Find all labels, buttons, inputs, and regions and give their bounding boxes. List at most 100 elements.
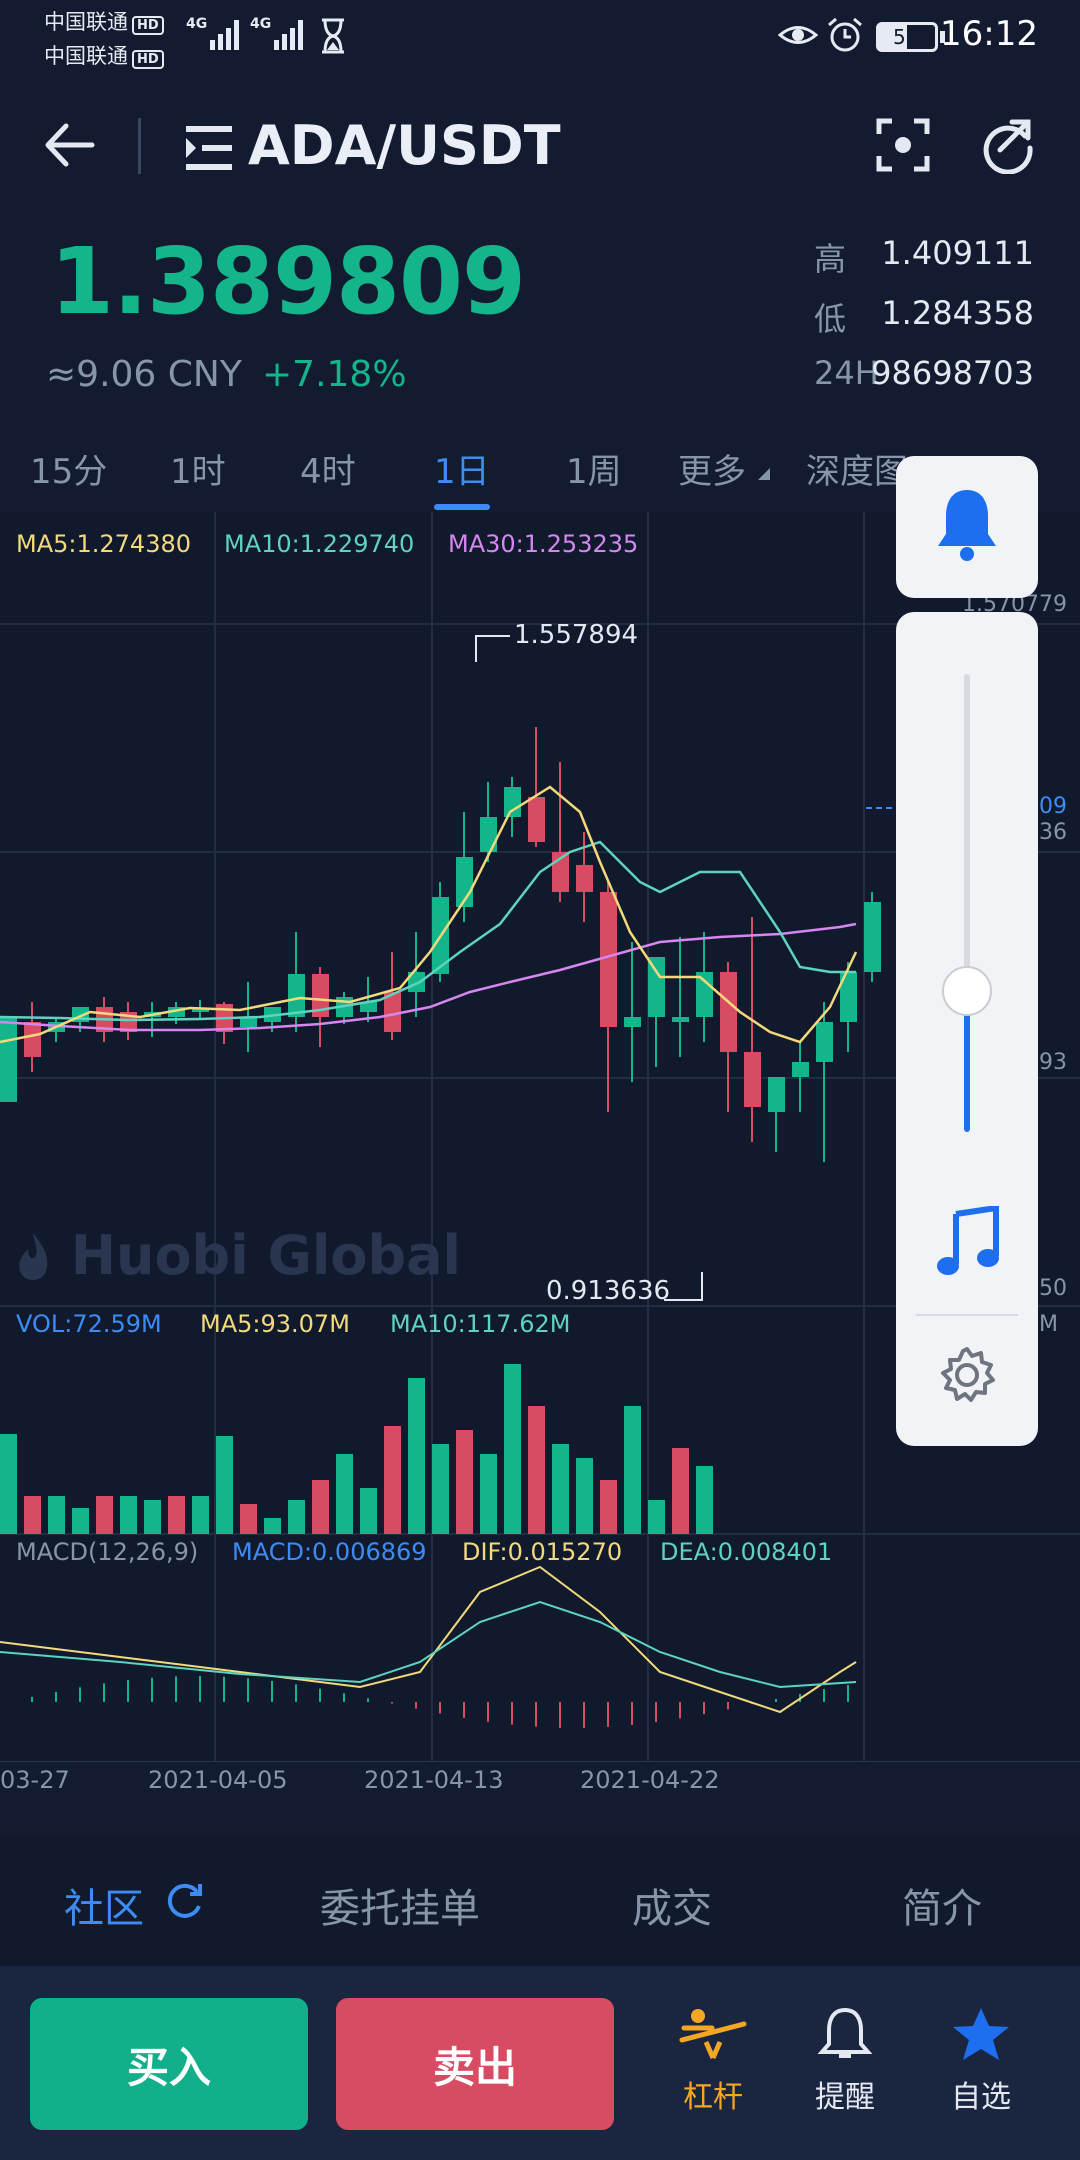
macd-dif-line bbox=[0, 1565, 857, 1714]
tab-intro[interactable]: 简介 bbox=[902, 1886, 982, 1932]
volume-bar bbox=[648, 1500, 665, 1534]
volume-bar bbox=[240, 1504, 257, 1534]
date-label: 2021-04-13 bbox=[364, 1766, 504, 1794]
volume-bar bbox=[216, 1436, 233, 1534]
legend-macd-label: MACD(12,26,9) bbox=[16, 1538, 199, 1566]
vol-value: 98698703 bbox=[871, 354, 1034, 392]
candle-body bbox=[0, 1017, 17, 1102]
buy-button[interactable]: 买入 bbox=[30, 1998, 308, 2130]
volume-bar bbox=[288, 1500, 305, 1534]
volume-track[interactable] bbox=[964, 674, 970, 1002]
macd-dea-line bbox=[0, 1600, 857, 1689]
low-value: 1.284358 bbox=[881, 294, 1034, 332]
legend-ma10: MA10:1.229740 bbox=[224, 530, 415, 558]
alert-label: 提醒 bbox=[815, 2080, 875, 2115]
volume-bar bbox=[600, 1480, 617, 1534]
volume-bar bbox=[24, 1496, 41, 1534]
star-icon bbox=[953, 2008, 1009, 2060]
legend-dea: DEA:0.008401 bbox=[660, 1538, 833, 1566]
tab-community[interactable]: 社区 bbox=[64, 1886, 144, 1932]
gear-icon[interactable] bbox=[938, 1346, 996, 1404]
date-label: 03-27 bbox=[0, 1766, 70, 1794]
high-label: 高 bbox=[814, 240, 847, 278]
header-divider bbox=[138, 118, 141, 174]
bottom-tabs: 社区 委托挂单 成交 简介 bbox=[0, 1836, 1080, 1966]
high-marker-line bbox=[475, 635, 510, 662]
tab-15m[interactable]: 15分 bbox=[30, 452, 108, 492]
volume-bar bbox=[576, 1458, 593, 1534]
screenshot-icon[interactable] bbox=[876, 118, 930, 172]
tab-1h[interactable]: 1时 bbox=[170, 452, 226, 492]
price-cny: ≈9.06 CNY bbox=[46, 354, 242, 395]
leverage-button[interactable]: 杠杆 bbox=[658, 2006, 768, 2116]
pair-title[interactable]: ADA/USDT bbox=[248, 114, 561, 177]
candle-body bbox=[648, 957, 665, 1017]
legend-vol: VOL:72.59M bbox=[16, 1310, 162, 1338]
share-icon[interactable] bbox=[978, 116, 1036, 174]
tab-1w[interactable]: 1周 bbox=[566, 452, 622, 492]
action-bar: 买入 卖出 杠杆 提醒 自选 bbox=[0, 1966, 1080, 2160]
carrier-2: 中国联通 HD bbox=[44, 40, 164, 70]
tab-orders[interactable]: 委托挂单 bbox=[320, 1886, 480, 1932]
low-label: 低 bbox=[814, 300, 847, 338]
menu-list-icon[interactable] bbox=[184, 124, 234, 172]
candle-body bbox=[576, 865, 593, 892]
volume-bar bbox=[480, 1454, 497, 1534]
volume-bar bbox=[72, 1508, 89, 1534]
sell-button[interactable]: 卖出 bbox=[336, 1998, 614, 2130]
notification-panel[interactable] bbox=[896, 456, 1038, 598]
candle-body bbox=[168, 1007, 185, 1017]
clock: 16:12 bbox=[940, 14, 1038, 54]
volume-bar bbox=[96, 1496, 113, 1534]
music-note-icon[interactable] bbox=[934, 1206, 1000, 1278]
tab-1d[interactable]: 1日 bbox=[434, 452, 490, 492]
volume-fill bbox=[964, 1002, 970, 1132]
huobi-flame-icon bbox=[19, 1233, 48, 1281]
candle-body bbox=[408, 972, 425, 992]
volume-bar bbox=[168, 1496, 185, 1534]
battery-tip bbox=[940, 31, 945, 43]
candle-body bbox=[720, 972, 737, 1052]
refresh-icon[interactable] bbox=[164, 1880, 204, 1920]
volume-slider-thumb[interactable] bbox=[942, 966, 992, 1016]
bell-outline-icon bbox=[817, 2007, 873, 2058]
tab-more[interactable]: 更多 bbox=[678, 452, 746, 492]
kline-chart[interactable]: MA5:1.274380 MA10:1.229740 MA30:1.253235… bbox=[0, 512, 1080, 1794]
back-arrow-icon[interactable] bbox=[42, 120, 98, 170]
header: ADA/USDT bbox=[0, 100, 1080, 200]
candle-body bbox=[600, 892, 617, 1027]
volume-bar bbox=[144, 1500, 161, 1534]
tab-trades[interactable]: 成交 bbox=[632, 1886, 712, 1932]
legend-macd: MACD:0.006869 bbox=[232, 1538, 427, 1566]
hourglass-icon bbox=[322, 18, 344, 54]
volume-bar bbox=[192, 1496, 209, 1534]
price-change: +7.18% bbox=[262, 354, 407, 395]
leverage-icon bbox=[679, 2009, 747, 2060]
period-low: 0.913636 bbox=[546, 1276, 671, 1306]
alarm-icon bbox=[828, 17, 862, 52]
tab-depth[interactable]: 深度图 bbox=[806, 452, 908, 492]
low-marker-line bbox=[664, 1272, 703, 1301]
candle-body bbox=[816, 1022, 833, 1062]
tab-4h[interactable]: 4时 bbox=[300, 452, 356, 492]
network-2: 4G bbox=[250, 16, 272, 32]
period-high: 1.557894 bbox=[514, 620, 639, 650]
battery-icon: 51 bbox=[876, 22, 938, 52]
candle-body bbox=[744, 1052, 761, 1107]
favorite-button[interactable]: 自选 bbox=[926, 2006, 1036, 2116]
alert-button[interactable]: 提醒 bbox=[790, 2006, 900, 2116]
volume-bar bbox=[0, 1434, 17, 1534]
volume-bar bbox=[528, 1406, 545, 1534]
volume-bar bbox=[504, 1364, 521, 1534]
candle-body bbox=[480, 817, 497, 852]
volume-panel[interactable] bbox=[896, 612, 1038, 1446]
volume-bar bbox=[432, 1444, 449, 1534]
candle-body bbox=[288, 974, 305, 1017]
legend-ma5: MA5:1.274380 bbox=[16, 530, 191, 558]
bell-icon[interactable] bbox=[934, 486, 1000, 564]
favorite-label: 自选 bbox=[951, 2080, 1011, 2115]
candle-body bbox=[768, 1077, 785, 1112]
volume-bar bbox=[312, 1480, 329, 1534]
candle-body bbox=[624, 1017, 641, 1027]
legend-ma30: MA30:1.253235 bbox=[448, 530, 639, 558]
